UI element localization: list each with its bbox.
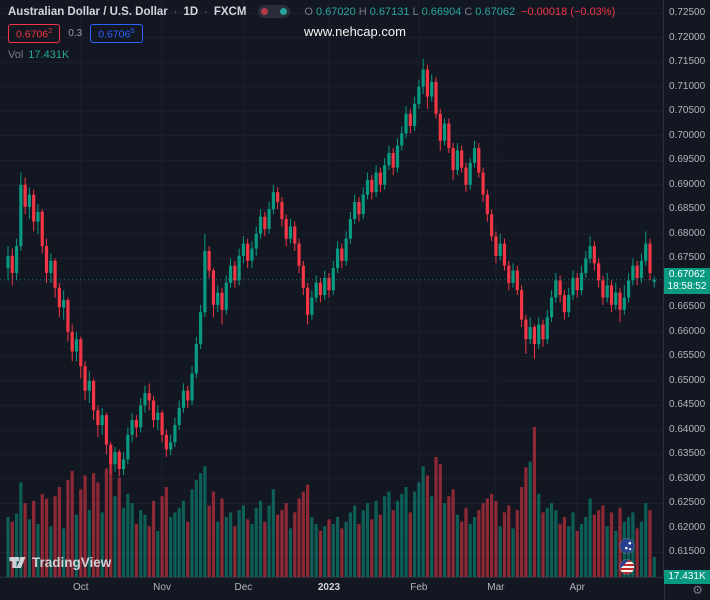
last-price-value: 0.67062	[668, 268, 706, 280]
us-flag-icon[interactable]	[620, 560, 634, 574]
price-axis-label: 0.71500	[669, 56, 706, 68]
quote-row: 0.67062 0.3 0.67065	[8, 24, 615, 43]
high-value: 0.67131	[369, 5, 410, 18]
au-flag-icon[interactable]	[620, 539, 634, 553]
separator-dot: ·	[173, 5, 178, 18]
close-label: C	[464, 5, 473, 18]
symbol-row: Australian Dollar / U.S. Dollar · 1D · F…	[8, 5, 615, 18]
time-axis[interactable]: Oct Nov Dec 2023 Feb Mar Apr	[0, 577, 663, 600]
price-axis-label: 0.71000	[669, 80, 706, 92]
volume-label[interactable]: Vol	[8, 48, 24, 61]
symbol-title[interactable]: Australian Dollar / U.S. Dollar	[8, 5, 168, 18]
high-label: H	[358, 5, 367, 18]
legend: Australian Dollar / U.S. Dollar · 1D · F…	[8, 5, 615, 61]
time-axis-label: Oct	[72, 582, 89, 593]
price-axis-label: 0.63000	[669, 472, 706, 484]
time-axis-label: 2023	[317, 582, 341, 593]
change-value: −0.00018 (−0.03%)	[521, 5, 616, 18]
time-axis-label: Mar	[487, 582, 505, 593]
volume-axis-badge: 17.431K	[664, 570, 710, 584]
chart-canvas[interactable]	[0, 0, 663, 578]
interval-label[interactable]: 1D	[183, 5, 199, 18]
separator-dot: ·	[204, 5, 208, 18]
exchange-label: FXCM	[213, 5, 247, 18]
bar-countdown: 18:58:52	[667, 280, 707, 292]
time-axis-settings-icon[interactable]: ⚙	[692, 582, 703, 597]
buy-button[interactable]: 0.67065	[90, 24, 143, 43]
spread-value: 0.3	[68, 27, 83, 39]
price-axis-label: 0.61500	[669, 546, 706, 558]
price-axis-label: 0.68000	[669, 227, 706, 239]
price-axis-label: 0.70000	[669, 129, 706, 141]
time-axis-label: Apr	[569, 582, 586, 593]
price-axis-label: 0.64500	[669, 399, 706, 411]
price-axis-label: 0.63500	[669, 448, 706, 460]
price-axis-label: 0.66000	[669, 325, 706, 337]
open-value: 0.67020	[315, 5, 356, 18]
price-axis-label: 0.62500	[669, 497, 706, 509]
price-axis-label: 0.65500	[669, 350, 706, 362]
low-label: L	[412, 5, 419, 18]
volume-row: Vol 17.431K	[8, 49, 615, 61]
close-value: 0.67062	[475, 5, 516, 18]
price-axis-label: 0.69000	[669, 178, 706, 190]
event-flags	[620, 539, 634, 574]
price-axis-label: 0.69500	[669, 154, 706, 166]
price-axis-label: 0.66500	[669, 301, 706, 313]
red-status-dot-icon	[261, 8, 269, 15]
volume-value: 17.431K	[28, 48, 70, 61]
ohlc-readout: O 0.67020 H 0.67131 L 0.66904 C 0.67062 −0.0…	[304, 6, 615, 18]
price-axis-label: 0.62000	[669, 521, 706, 533]
buy-pip-sup: 5	[130, 26, 135, 35]
open-label: O	[304, 5, 313, 18]
tradingview-logo[interactable]: TradingView	[8, 553, 111, 572]
green-status-dot-icon	[280, 8, 288, 15]
price-axis-label: 0.72000	[669, 31, 706, 43]
price-axis-label: 0.68500	[669, 203, 706, 215]
tradingview-logo-text: TradingView	[32, 555, 112, 570]
trading-toggle[interactable]	[258, 5, 291, 18]
price-axis-label: 0.72500	[669, 7, 706, 19]
time-axis-label: Feb	[410, 582, 428, 593]
price-axis-label: 0.65000	[669, 374, 706, 386]
candlestick-chart[interactable]	[0, 0, 663, 578]
price-axis-label: 0.64000	[669, 423, 706, 435]
time-axis-label: Nov	[153, 582, 171, 593]
low-value: 0.66904	[421, 5, 462, 18]
sell-button[interactable]: 0.67062	[8, 24, 61, 43]
last-price-badge: 0.67062 18:58:52	[664, 267, 710, 294]
sell-pip-sup: 2	[48, 26, 53, 35]
price-axis-label: 0.70500	[669, 105, 706, 117]
tradingview-mark-icon	[9, 557, 26, 568]
time-axis-label: Dec	[234, 582, 253, 593]
price-axis-label: 0.67500	[669, 252, 706, 264]
